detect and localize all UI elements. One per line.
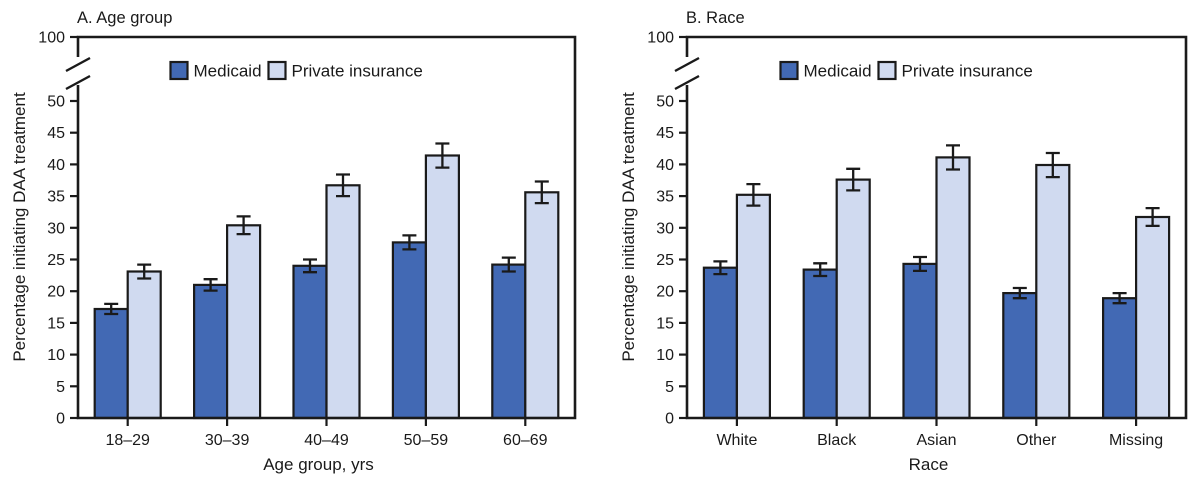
y-axis-tick-label: 5 [665,379,674,396]
plot-frame [76,35,577,420]
y-axis-tick-label: 25 [47,252,65,269]
bar-medicaid [1102,297,1138,420]
panel-title: A. Age group [77,9,172,27]
error-bar-medicaid [1012,286,1027,300]
error-bar-medicaid [501,256,516,273]
bar-private-insurance [126,270,162,420]
x-axis-category-label: 40–49 [304,432,349,449]
bar-private-insurance [735,193,771,420]
legend-swatch-private-insurance [267,60,287,81]
x-axis-category-label: 50–59 [404,432,449,449]
y-axis-tick-label: 0 [665,411,674,428]
y-axis-tick-label: 35 [656,189,674,206]
error-bar-private-insurance [137,263,152,280]
error-bar-medicaid [813,262,828,278]
legend-label-private-insurance: Private insurance [292,62,423,81]
y-axis-tick-label: 100 [38,30,65,47]
y-axis-tick-label: 0 [56,411,65,428]
bar-medicaid [491,263,527,420]
error-bar-medicaid [402,234,417,251]
legend-swatch-medicaid [779,60,799,81]
error-bar-private-insurance [1145,206,1160,228]
bar-private-insurance [226,224,262,420]
error-bar-private-insurance [336,173,350,198]
y-axis-tick-label: 25 [656,252,674,269]
bar-medicaid [1002,292,1038,420]
y-axis-tick-label: 30 [656,220,674,237]
x-axis-category-label: 18–29 [105,432,150,449]
bar-private-insurance [1134,215,1171,420]
y-axis-tick-label: 10 [656,347,674,364]
x-axis-category-label: White [716,432,757,449]
y-axis-break-slash [674,74,700,91]
y-axis-tick-label: 45 [656,125,674,142]
y-axis-tick-label: 50 [47,94,65,111]
bar-medicaid [902,262,938,420]
y-axis-tick-label: 40 [47,157,65,174]
x-axis-category-label: 60–69 [503,432,548,449]
x-axis-category-label: Other [1016,432,1057,449]
bar-private-insurance [1035,163,1071,420]
bar-medicaid [391,241,427,420]
y-axis-tick-label: 40 [656,157,674,174]
y-axis-break-slash [65,74,91,91]
x-axis-category-label: Black [817,432,857,449]
error-bar-private-insurance [236,215,251,236]
y-axis-tick-label: 10 [47,347,65,364]
y-axis-tick-label: 50 [656,94,674,111]
x-axis-title: Race [909,455,949,474]
bar-private-insurance [935,156,971,420]
y-axis-tick-label: 20 [47,284,65,301]
y-axis-title: Percentage initiating DAA treatment [10,92,29,362]
error-bar-private-insurance [746,182,761,207]
error-bar-medicaid [203,278,218,292]
plot-frame [685,35,1188,420]
error-bar-medicaid [713,260,728,276]
error-bar-private-insurance [1045,151,1060,179]
y-axis-tick-label: 15 [656,315,674,332]
y-axis-tick-label: 20 [656,284,674,301]
error-bar-medicaid [104,302,119,316]
bar-private-insurance [325,184,361,420]
bar-medicaid [292,264,328,420]
x-axis-title: Age group, yrs [263,455,374,474]
race-bar-chart: 0 5 10 15 20 25 30 35 40 45 50 100 White Black Asian Ot… [619,9,1188,474]
error-bar-private-insurance [846,167,861,192]
legend-label-private-insurance: Private insurance [902,62,1033,81]
y-axis-break-slash [65,56,91,73]
bar-medicaid [93,307,129,420]
y-axis-tick-label: 35 [47,189,65,206]
bar-medicaid [702,266,739,420]
bar-medicaid [802,268,838,420]
y-axis-tick-label: 5 [56,379,65,396]
error-bar-private-insurance [534,180,549,205]
y-axis-tick-label: 45 [47,125,65,142]
error-bar-medicaid [913,255,927,273]
panel-age-group: 0 5 10 15 20 25 30 35 40 45 50 100 18–29 30–39 40–49 50… [10,9,577,474]
error-bar-private-insurance [946,144,960,171]
error-bar-medicaid [1112,291,1127,305]
x-axis-category-label: 30–39 [205,432,250,449]
legend-swatch-private-insurance [877,60,897,81]
age-group-bar-chart: 0 5 10 15 20 25 30 35 40 45 50 100 18–29 30–39 40–49 50… [10,9,577,474]
y-axis-break-slash [674,56,700,73]
bar-private-insurance [835,178,871,420]
y-axis-tick-label: 30 [47,220,65,237]
x-axis-category-label: Asian [916,432,956,449]
bar-medicaid [193,283,229,420]
panel-race: 0 5 10 15 20 25 30 35 40 45 50 100 White Black Asian Ot… [600,0,1200,484]
legend-swatch-medicaid [169,60,189,81]
legend-label-medicaid: Medicaid [194,62,262,81]
y-axis-tick-label: 100 [647,30,674,47]
error-bar-medicaid [303,258,317,274]
y-axis-title: Percentage initiating DAA treatment [619,92,638,362]
error-bar-private-insurance [435,142,450,169]
bar-private-insurance [524,191,560,420]
bar-private-insurance [424,154,460,420]
panel-title: B. Race [686,9,745,27]
x-axis-category-label: Missing [1109,432,1163,449]
y-axis-tick-label: 15 [47,315,65,332]
legend-label-medicaid: Medicaid [804,62,872,81]
